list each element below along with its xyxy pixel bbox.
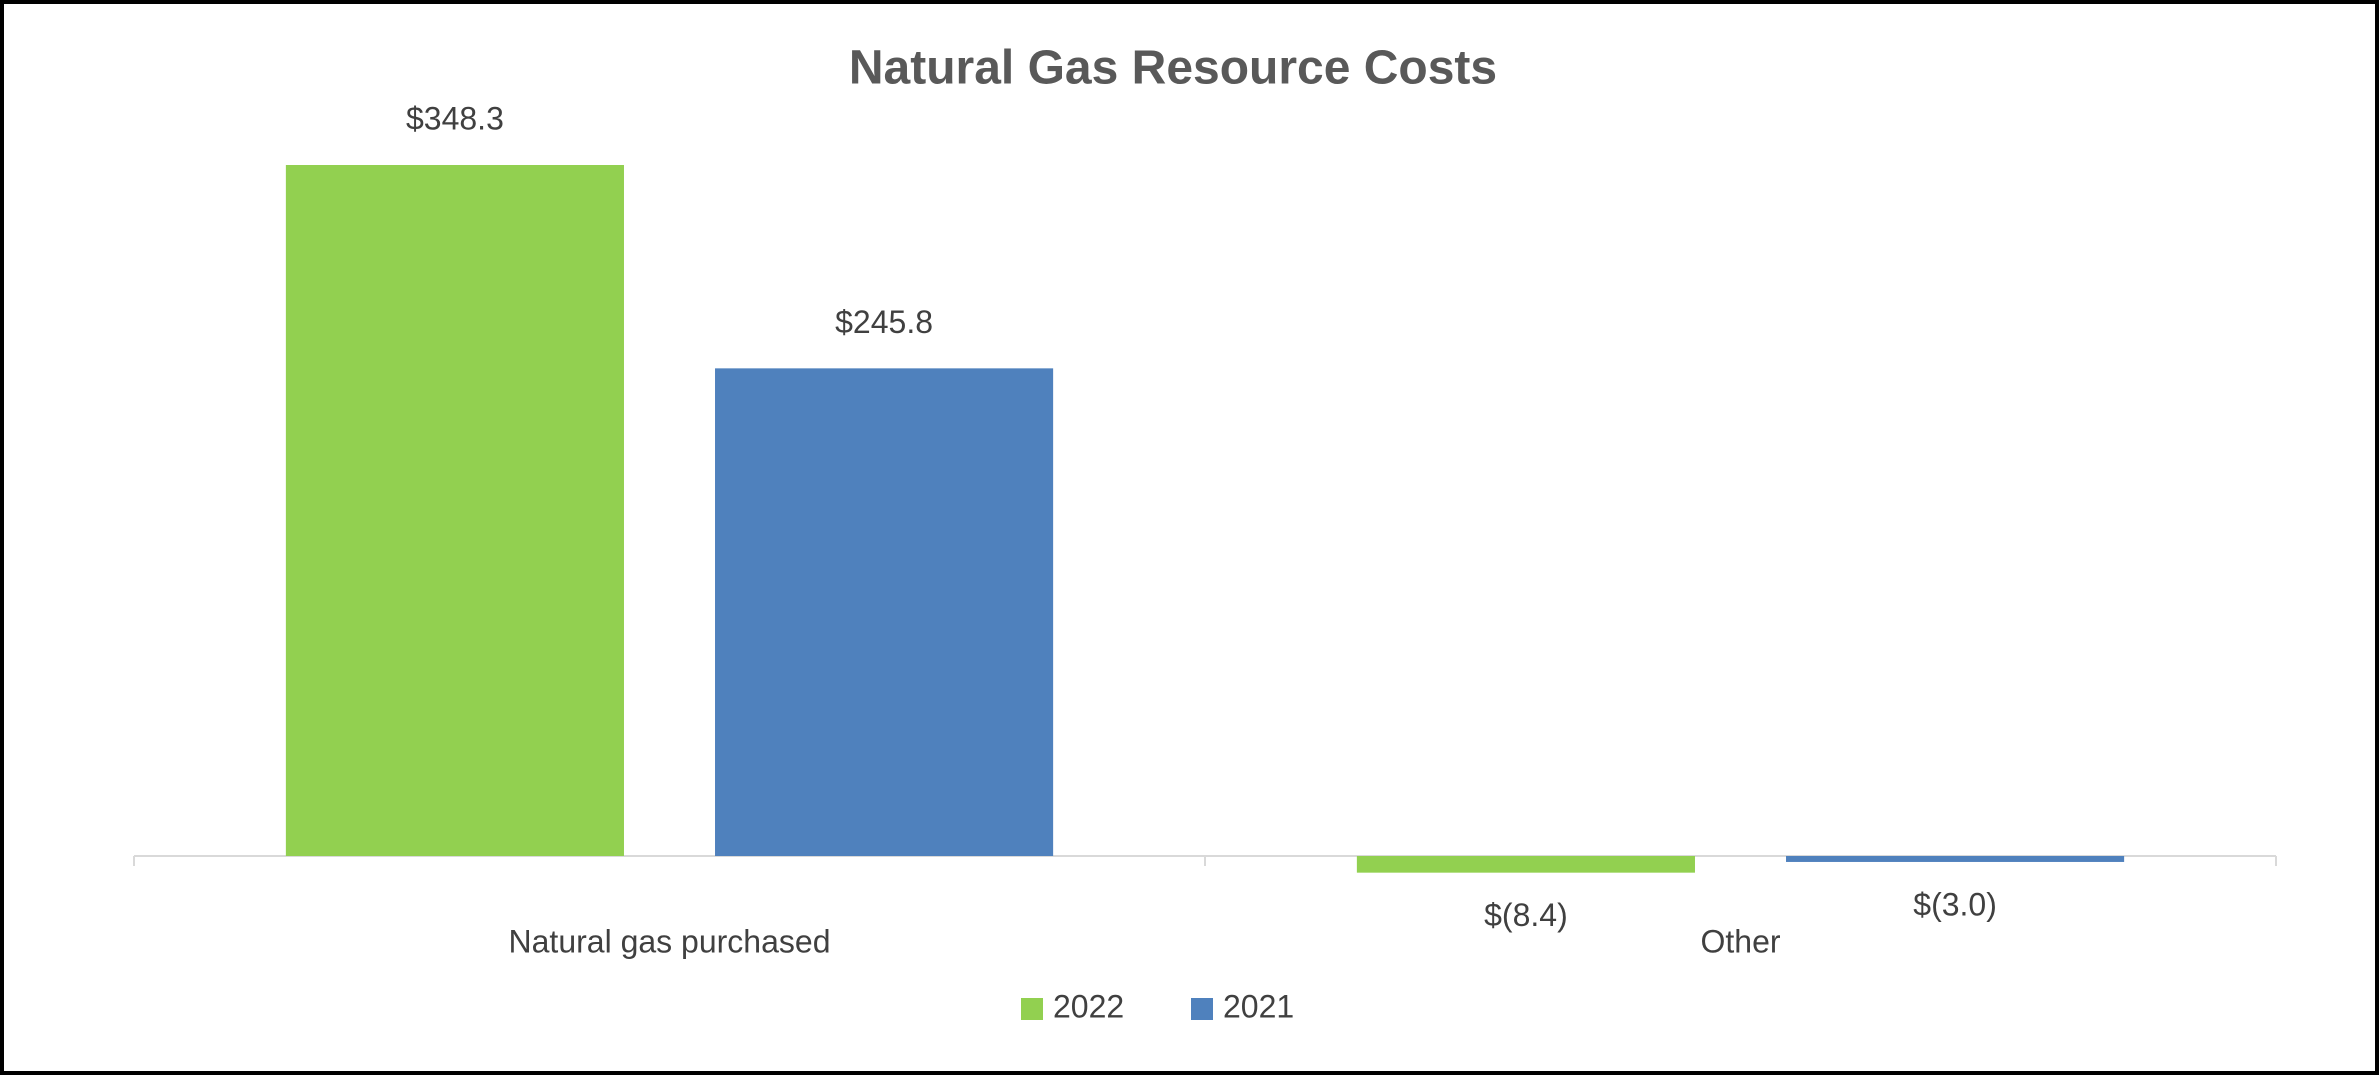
x-tick-label: Natural gas purchased — [509, 923, 831, 959]
value-label: $(3.0) — [1913, 886, 1997, 922]
chart-title: Natural Gas Resource Costs — [849, 42, 1497, 95]
bar — [1356, 856, 1695, 873]
value-label: $348.3 — [406, 100, 504, 136]
legend-label: 2022 — [1053, 988, 1124, 1024]
bar — [715, 368, 1054, 856]
value-label: $245.8 — [835, 304, 933, 340]
value-label: $(8.4) — [1484, 897, 1568, 933]
bar — [285, 165, 624, 856]
bar — [1786, 856, 2125, 862]
legend-label: 2021 — [1223, 988, 1294, 1024]
x-tick-label: Other — [1700, 923, 1780, 959]
legend-swatch — [1021, 998, 1043, 1020]
legend-swatch — [1191, 998, 1213, 1020]
